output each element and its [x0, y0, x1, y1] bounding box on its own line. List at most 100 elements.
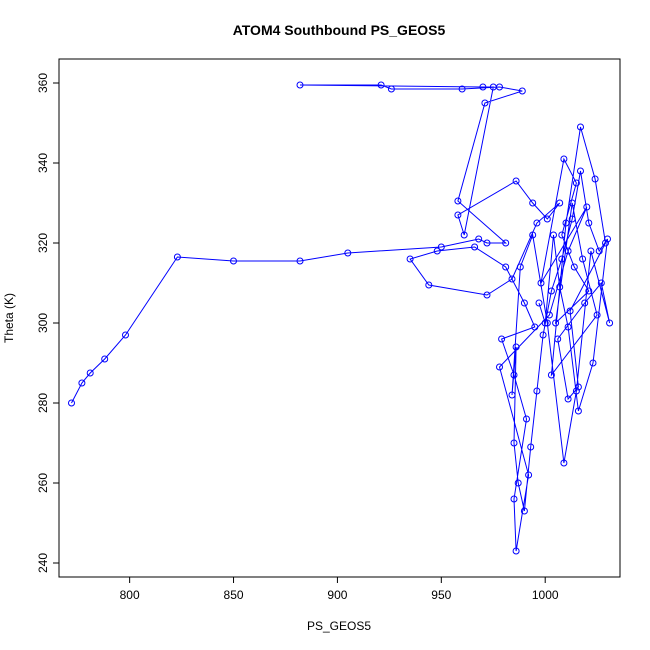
data-point	[498, 335, 506, 343]
data-point	[533, 387, 541, 395]
data-point	[460, 231, 468, 239]
data-point	[589, 359, 597, 367]
y-tick-label: 320	[36, 233, 50, 253]
data-point	[122, 331, 129, 339]
data-point	[531, 323, 539, 331]
data-point	[86, 369, 94, 377]
data-point	[574, 407, 582, 415]
data-point	[562, 219, 570, 227]
data-point	[502, 263, 510, 271]
data-point	[471, 243, 479, 251]
x-tick-label: 800	[120, 588, 140, 602]
data-point	[101, 355, 109, 363]
data-point	[606, 319, 614, 327]
data-point	[296, 81, 304, 89]
data-point	[558, 231, 566, 239]
data-point	[560, 459, 568, 467]
data-point	[425, 281, 433, 289]
data-point	[595, 247, 603, 255]
data-point	[547, 287, 555, 295]
data-point	[529, 231, 537, 239]
y-tick-label: 300	[36, 313, 50, 333]
x-tick-label: 1000	[532, 588, 559, 602]
x-axis: 800 850 900 950 1000	[120, 577, 559, 602]
data-point	[564, 247, 572, 255]
data-point	[377, 81, 385, 89]
chart-title: ATOM4 Southbound PS_GEOS5	[233, 22, 446, 38]
x-axis-label: PS_GEOS5	[307, 619, 371, 633]
data-point	[581, 299, 589, 307]
data-point	[437, 243, 445, 251]
data-point	[550, 231, 557, 239]
data-point	[502, 239, 510, 247]
data-point	[543, 319, 551, 327]
plot-data	[68, 81, 614, 555]
data-point	[572, 179, 580, 187]
data-point	[574, 383, 582, 391]
data-point	[585, 219, 593, 227]
data-point	[68, 399, 75, 407]
data-point	[520, 299, 528, 307]
data-point	[602, 239, 609, 247]
data-point	[479, 83, 487, 91]
data-point	[387, 85, 395, 93]
data-point	[525, 471, 533, 479]
data-point	[539, 331, 547, 339]
data-point	[173, 253, 181, 261]
series-line	[71, 84, 611, 552]
data-point	[552, 319, 560, 327]
plot-frame	[58, 58, 621, 578]
data-point	[593, 311, 601, 319]
data-point	[433, 247, 441, 255]
data-point	[508, 391, 516, 399]
data-point	[545, 311, 553, 319]
data-point	[527, 443, 535, 451]
data-point	[587, 247, 595, 255]
data-point	[516, 263, 524, 271]
data-point	[533, 219, 541, 227]
data-point	[475, 235, 483, 243]
data-point	[458, 85, 466, 93]
data-point	[568, 215, 576, 223]
data-point	[564, 395, 572, 403]
data-point	[577, 167, 584, 175]
y-tick-label: 360	[36, 73, 50, 93]
y-tick-label: 340	[36, 153, 50, 173]
data-point	[585, 287, 593, 295]
data-point	[483, 239, 491, 247]
data-point	[570, 263, 578, 271]
data-point	[296, 257, 304, 265]
data-point	[496, 363, 503, 371]
x-tick-label: 950	[431, 588, 451, 602]
y-axis-label: Theta (K)	[2, 293, 16, 343]
data-point	[583, 203, 591, 211]
data-point	[591, 175, 599, 183]
data-point	[572, 387, 580, 395]
data-point	[547, 371, 555, 379]
data-point	[344, 249, 352, 257]
data-point	[510, 495, 518, 503]
data-point	[512, 343, 520, 351]
data-point	[454, 211, 462, 219]
data-point	[483, 291, 491, 299]
data-point	[78, 379, 86, 387]
data-point	[560, 155, 568, 163]
data-point	[520, 507, 528, 515]
data-point	[535, 299, 543, 307]
data-point	[597, 279, 605, 287]
data-point	[568, 199, 576, 207]
y-tick-label: 280	[36, 393, 50, 413]
data-point	[537, 279, 545, 287]
data-point	[577, 123, 584, 131]
data-point	[566, 307, 574, 315]
data-point	[514, 479, 522, 487]
data-point	[518, 87, 526, 95]
data-point	[604, 235, 611, 243]
data-point	[554, 335, 562, 343]
data-point	[510, 371, 518, 379]
data-point	[579, 255, 587, 263]
y-tick-label: 260	[36, 473, 50, 493]
data-point	[512, 547, 520, 555]
data-point	[512, 177, 520, 185]
